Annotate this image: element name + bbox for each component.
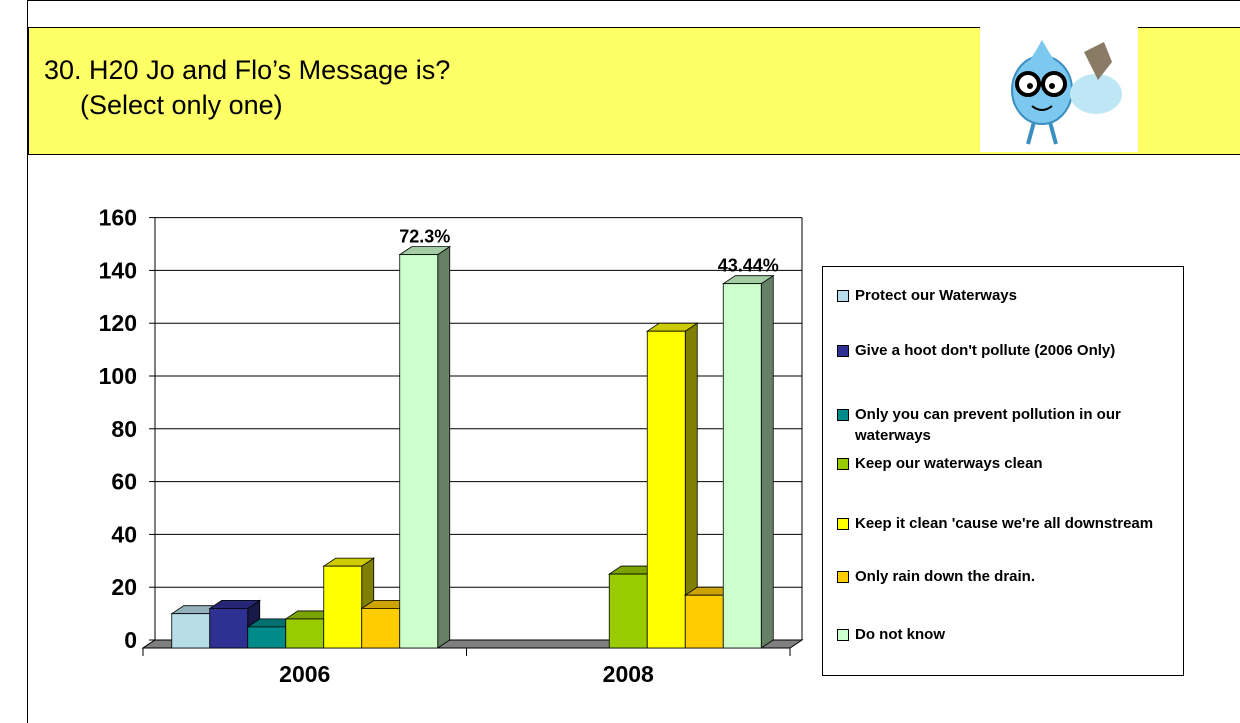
legend-swatch — [837, 518, 849, 530]
bar-front — [608, 573, 648, 649]
legend: Protect our Waterways Give a hoot don't p… — [822, 266, 1184, 676]
bar — [398, 245, 452, 649]
slide-frame — [27, 0, 1240, 723]
bar-side — [437, 245, 451, 649]
bar-front — [209, 608, 249, 649]
legend-item: Only rain down the drain. — [837, 566, 1167, 587]
legend-swatch — [837, 290, 849, 302]
legend-label: Keep it clean 'cause we're all downstrea… — [855, 515, 1154, 532]
legend-swatch — [837, 458, 849, 470]
y-tick-label: 120 — [99, 310, 137, 336]
legend-label: Do not know — [855, 626, 945, 643]
bar — [721, 274, 775, 649]
bar-front — [361, 608, 401, 649]
legend-item: Protect our Waterways — [837, 285, 1167, 306]
legend-item: Keep our waterways clean — [837, 453, 1167, 474]
legend-label: Protect our Waterways — [855, 287, 1017, 304]
bar-front — [171, 613, 211, 649]
legend-item: Give a hoot don't pollute (2006 Only) — [837, 340, 1167, 361]
legend-swatch — [837, 629, 849, 641]
legend-label: Only you can prevent pollution in our wa… — [855, 406, 1121, 444]
y-tick-label: 0 — [124, 627, 137, 653]
bar-front — [399, 254, 439, 649]
y-tick-label: 100 — [99, 363, 137, 389]
legend-label: Keep our waterways clean — [855, 455, 1043, 472]
bar-front — [646, 330, 686, 649]
legend-item: Keep it clean 'cause we're all downstrea… — [837, 513, 1167, 534]
x-tick-label: 2008 — [603, 661, 654, 687]
legend-item: Only you can prevent pollution in our wa… — [837, 404, 1167, 446]
x-tick-label: 2006 — [279, 661, 330, 687]
y-tick-label: 60 — [111, 469, 137, 495]
y-tick-label: 40 — [111, 521, 137, 547]
legend-label: Give a hoot don't pollute (2006 Only) — [855, 342, 1116, 359]
y-tick-label: 20 — [111, 574, 137, 600]
bar — [645, 322, 699, 649]
title: 30. H20 Jo and Flo’s Message is? — [44, 55, 451, 85]
subtitle: (Select only one) — [80, 90, 283, 120]
bar-front — [722, 283, 762, 649]
bar-front — [684, 594, 724, 649]
annotation: 72.3% — [399, 227, 450, 247]
mascot-image — [980, 22, 1138, 152]
bar-front — [247, 626, 287, 649]
annotation: 43.44% — [718, 256, 779, 276]
legend-swatch — [837, 571, 849, 583]
bar-front — [323, 565, 363, 649]
y-tick-label: 80 — [111, 416, 137, 442]
y-tick-label: 160 — [99, 205, 137, 231]
legend-item: Do not know — [837, 624, 1167, 645]
bar-front — [285, 618, 325, 649]
legend-swatch — [837, 409, 849, 421]
legend-swatch — [837, 345, 849, 357]
y-tick-label: 140 — [99, 257, 137, 283]
bar-side — [760, 274, 774, 649]
legend-label: Only rain down the drain. — [855, 568, 1036, 585]
